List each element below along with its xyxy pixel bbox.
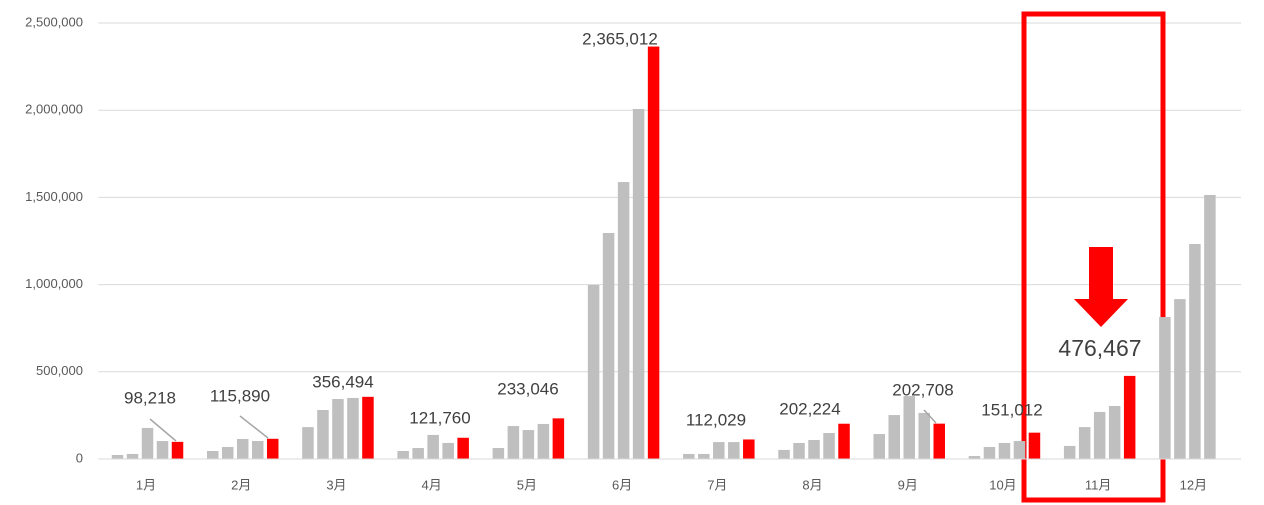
bar <box>171 441 184 459</box>
bar <box>793 442 805 459</box>
bar <box>968 456 981 459</box>
bar <box>683 453 695 459</box>
bar <box>983 446 996 459</box>
bar <box>632 108 645 460</box>
bar <box>743 439 755 459</box>
y-tick-label: 1,500,000 <box>25 189 83 204</box>
x-tick-label: 9月 <box>898 477 918 492</box>
highlight-box <box>1021 11 1166 503</box>
bar <box>778 449 790 459</box>
bar <box>728 442 740 459</box>
bar <box>903 396 915 459</box>
leader-line <box>923 409 937 424</box>
bar <box>347 397 359 459</box>
data-label: 98,218 <box>124 388 176 407</box>
bar <box>888 415 900 459</box>
bar <box>998 442 1011 459</box>
bar <box>918 412 930 459</box>
x-tick-label: 2月 <box>231 477 251 492</box>
bar <box>808 439 820 459</box>
bar <box>1159 317 1171 459</box>
bar <box>427 434 439 459</box>
bar <box>617 182 630 459</box>
bar <box>933 423 945 459</box>
bar <box>206 450 219 459</box>
bar <box>332 399 344 459</box>
y-tick-label: 0 <box>76 450 83 465</box>
bar <box>236 438 249 459</box>
bar <box>111 454 124 459</box>
x-tick-label: 10月 <box>989 477 1016 492</box>
bar <box>397 450 409 459</box>
bar <box>522 430 535 459</box>
x-tick-label: 4月 <box>422 477 442 492</box>
x-tick-label: 5月 <box>517 477 537 492</box>
bar <box>587 284 600 459</box>
bar <box>1189 243 1201 459</box>
bar <box>552 418 565 459</box>
bar <box>457 437 469 459</box>
bar <box>1028 432 1041 459</box>
bar <box>251 441 264 459</box>
data-label: 121,760 <box>409 408 470 427</box>
y-tick-label: 1,000,000 <box>25 276 83 291</box>
bar <box>698 453 710 459</box>
bar <box>823 433 835 459</box>
bar <box>221 446 234 459</box>
x-tick-label: 11月 <box>1085 477 1112 492</box>
bar <box>647 46 660 460</box>
x-tick-label: 7月 <box>707 477 727 492</box>
bar <box>126 453 139 459</box>
x-tick-label: 8月 <box>802 477 822 492</box>
data-label: 233,046 <box>497 379 558 398</box>
bar <box>1093 411 1106 459</box>
data-label: 356,494 <box>312 372 373 391</box>
y-tick-label: 500,000 <box>36 363 83 378</box>
bar <box>442 442 454 459</box>
bar <box>713 442 725 459</box>
bar <box>492 448 505 459</box>
x-tick-label: 1月 <box>136 477 156 492</box>
data-label: 2,365,012 <box>582 29 658 48</box>
y-tick-label: 2,000,000 <box>25 102 83 117</box>
x-tick-label: 12月 <box>1180 477 1207 492</box>
y-tick-label: 2,500,000 <box>25 14 83 29</box>
bar <box>1123 375 1136 459</box>
x-tick-label: 6月 <box>612 477 632 492</box>
bar <box>1108 405 1121 459</box>
bar <box>1063 445 1076 459</box>
bar <box>141 427 154 459</box>
bar <box>873 434 885 459</box>
down-arrow <box>1074 247 1128 327</box>
bar <box>412 448 424 459</box>
bar <box>1013 441 1026 459</box>
bar <box>838 423 850 459</box>
data-label: 202,224 <box>779 399 840 418</box>
data-label: 202,708 <box>892 380 953 399</box>
bar <box>362 396 374 459</box>
bar <box>317 409 329 459</box>
bar <box>1078 427 1091 459</box>
x-tick-label: 3月 <box>326 477 346 492</box>
data-label: 112,029 <box>686 410 746 429</box>
bar <box>266 438 279 459</box>
leader-line <box>149 418 177 442</box>
data-label: 476,467 <box>1058 335 1141 361</box>
bar <box>302 427 314 459</box>
leader-line <box>239 415 269 439</box>
bar <box>602 232 615 459</box>
bar <box>156 441 169 459</box>
bar <box>537 423 550 459</box>
data-label: 151,012 <box>981 400 1042 419</box>
bar <box>1174 299 1186 459</box>
data-label: 115,890 <box>210 386 270 405</box>
bar <box>1204 194 1216 459</box>
bar <box>507 426 520 459</box>
